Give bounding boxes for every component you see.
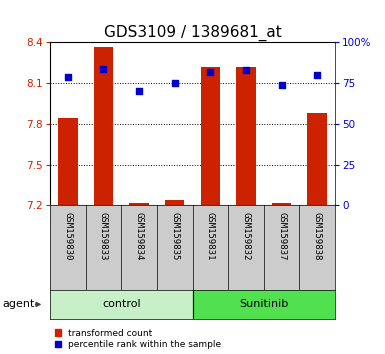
Text: GSM159830: GSM159830 <box>64 212 72 261</box>
Text: GSM159835: GSM159835 <box>170 212 179 261</box>
Text: agent: agent <box>2 299 34 309</box>
Point <box>243 67 249 73</box>
Point <box>172 80 178 86</box>
Bar <box>94 47 113 205</box>
Bar <box>50 290 192 319</box>
Bar <box>201 67 220 205</box>
Point <box>65 74 71 80</box>
Text: GSM159832: GSM159832 <box>241 212 250 261</box>
Bar <box>58 119 78 205</box>
Text: GSM159831: GSM159831 <box>206 212 215 261</box>
Text: GSM159838: GSM159838 <box>313 212 321 261</box>
Bar <box>192 290 335 319</box>
Bar <box>307 113 327 205</box>
Point <box>314 72 320 78</box>
Point <box>100 66 107 72</box>
Text: Sunitinib: Sunitinib <box>239 299 288 309</box>
Bar <box>272 202 291 205</box>
Point <box>207 69 213 75</box>
Title: GDS3109 / 1389681_at: GDS3109 / 1389681_at <box>104 25 281 41</box>
Point <box>136 88 142 94</box>
Point <box>278 82 285 88</box>
Bar <box>129 202 149 205</box>
Bar <box>165 200 184 205</box>
Text: control: control <box>102 299 141 309</box>
Legend: transformed count, percentile rank within the sample: transformed count, percentile rank withi… <box>55 329 221 349</box>
Bar <box>236 67 256 205</box>
Text: GSM159833: GSM159833 <box>99 212 108 261</box>
Text: GSM159834: GSM159834 <box>135 212 144 261</box>
Text: GSM159837: GSM159837 <box>277 212 286 261</box>
